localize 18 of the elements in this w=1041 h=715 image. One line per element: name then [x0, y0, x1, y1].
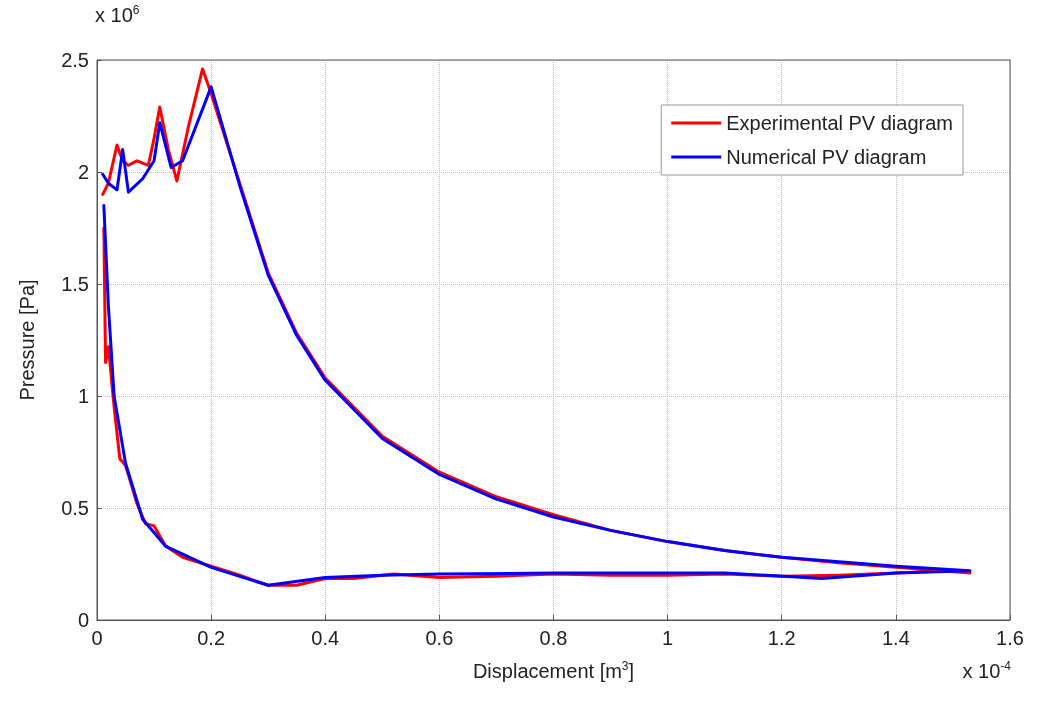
y-tick-label: 1 [77, 385, 89, 407]
x-tick-label: 0.6 [425, 627, 454, 649]
x-tick-label: 0 [91, 627, 103, 649]
x-tick-label: 0.4 [311, 627, 340, 649]
y-tick-label: 0 [77, 609, 89, 631]
y-tick-label: 2 [77, 161, 89, 183]
y-tick-label: 2.5 [61, 49, 89, 71]
x-tick-label: 1.4 [881, 627, 910, 649]
x-tick-label: 0.2 [197, 627, 226, 649]
x-tick-label: 1 [662, 627, 674, 649]
y-axis-title: Pressure [Pa] [16, 279, 38, 401]
y-tick-label: 1.5 [61, 273, 89, 295]
x-tick-label: 0.8 [539, 627, 568, 649]
legend-label: Numerical PV diagram [726, 146, 927, 168]
y-tick-label: 0.5 [61, 497, 89, 519]
legend-label: Experimental PV diagram [726, 112, 954, 134]
x-tick-label: 1.2 [767, 627, 796, 649]
x-tick-label: 1.6 [996, 627, 1024, 649]
